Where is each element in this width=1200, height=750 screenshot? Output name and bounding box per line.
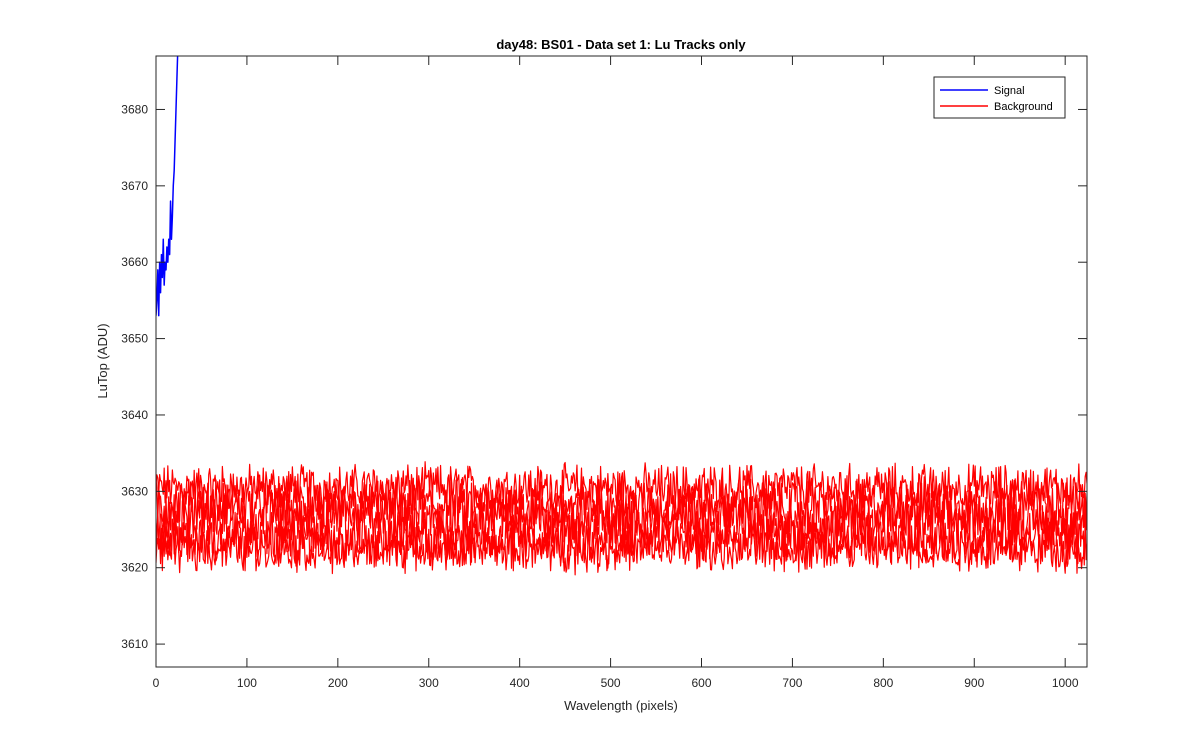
x-tick-label: 200 xyxy=(328,676,348,690)
legend-entry-signal: Signal xyxy=(994,85,1025,97)
y-tick-label: 3620 xyxy=(121,561,148,575)
legend-entry-background: Background xyxy=(994,101,1053,113)
x-tick-label: 100 xyxy=(237,676,257,690)
plot-background xyxy=(156,56,1087,667)
x-tick-label: 1000 xyxy=(1052,676,1079,690)
series-layer xyxy=(156,56,1087,576)
x-axis: 0 100 200 300 400 500 600 700 800 900 1000 xyxy=(153,56,1079,690)
y-tick-label: 3640 xyxy=(121,408,148,422)
y-axis-label: LuTop (ADU) xyxy=(95,323,110,398)
legend-box xyxy=(933,76,1066,119)
x-tick-label: 400 xyxy=(510,676,530,690)
plot-area xyxy=(155,55,1088,668)
x-tick-label: 700 xyxy=(782,676,802,690)
y-tick-label: 3650 xyxy=(121,332,148,346)
x-tick-label: 300 xyxy=(419,676,439,690)
y-axis: 3610 3620 3630 3640 3650 3660 3670 3680 xyxy=(121,102,1087,651)
y-tick-label: 3680 xyxy=(121,102,148,116)
x-tick-label: 0 xyxy=(153,676,160,690)
background-series-line xyxy=(156,481,1087,555)
y-tick-label: 3630 xyxy=(121,484,148,498)
x-tick-label: 500 xyxy=(601,676,621,690)
chart-title: day48: BS01 - Data set 1: Lu Tracks only xyxy=(496,37,746,52)
x-tick-label: 600 xyxy=(691,676,711,690)
background-series-line xyxy=(156,522,1087,576)
legend: Signal Background xyxy=(933,76,1066,119)
y-tick-label: 3660 xyxy=(121,255,148,269)
x-tick-label: 900 xyxy=(964,676,984,690)
x-tick-label: 800 xyxy=(873,676,893,690)
x-axis-label: Wavelength (pixels) xyxy=(564,698,678,713)
y-tick-label: 3610 xyxy=(121,637,148,651)
plot-box xyxy=(155,55,1088,668)
y-tick-label: 3670 xyxy=(121,179,148,193)
